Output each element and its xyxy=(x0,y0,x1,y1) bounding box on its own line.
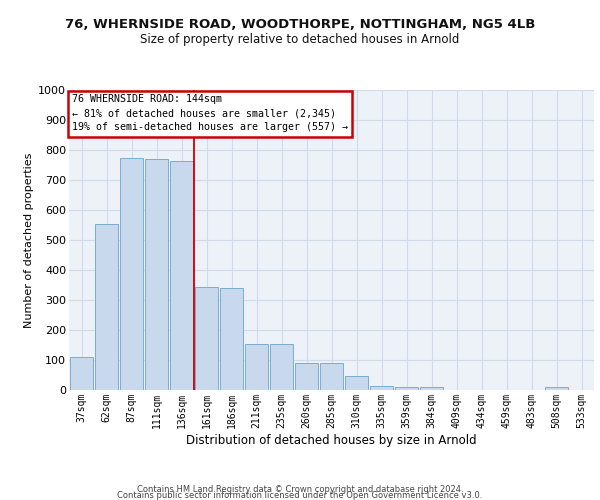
Text: Contains HM Land Registry data © Crown copyright and database right 2024.: Contains HM Land Registry data © Crown c… xyxy=(137,485,463,494)
Bar xyxy=(245,344,268,390)
Bar xyxy=(220,288,243,390)
Bar xyxy=(270,344,293,390)
Bar xyxy=(195,286,218,390)
Bar xyxy=(95,224,118,390)
Text: 76 WHERNSIDE ROAD: 144sqm
← 81% of detached houses are smaller (2,345)
19% of se: 76 WHERNSIDE ROAD: 144sqm ← 81% of detac… xyxy=(71,94,347,132)
Text: 76, WHERNSIDE ROAD, WOODTHORPE, NOTTINGHAM, NG5 4LB: 76, WHERNSIDE ROAD, WOODTHORPE, NOTTINGH… xyxy=(65,18,535,30)
Bar xyxy=(170,160,193,390)
Text: Size of property relative to detached houses in Arnold: Size of property relative to detached ho… xyxy=(140,32,460,46)
X-axis label: Distribution of detached houses by size in Arnold: Distribution of detached houses by size … xyxy=(186,434,477,446)
Bar xyxy=(145,159,168,390)
Bar xyxy=(395,387,418,390)
Bar xyxy=(420,387,443,390)
Bar xyxy=(370,386,393,390)
Bar xyxy=(295,363,318,390)
Y-axis label: Number of detached properties: Number of detached properties xyxy=(24,152,34,328)
Text: Contains public sector information licensed under the Open Government Licence v3: Contains public sector information licen… xyxy=(118,491,482,500)
Bar xyxy=(345,376,368,390)
Bar xyxy=(120,158,143,390)
Bar xyxy=(320,363,343,390)
Bar xyxy=(545,387,568,390)
Bar xyxy=(70,357,93,390)
